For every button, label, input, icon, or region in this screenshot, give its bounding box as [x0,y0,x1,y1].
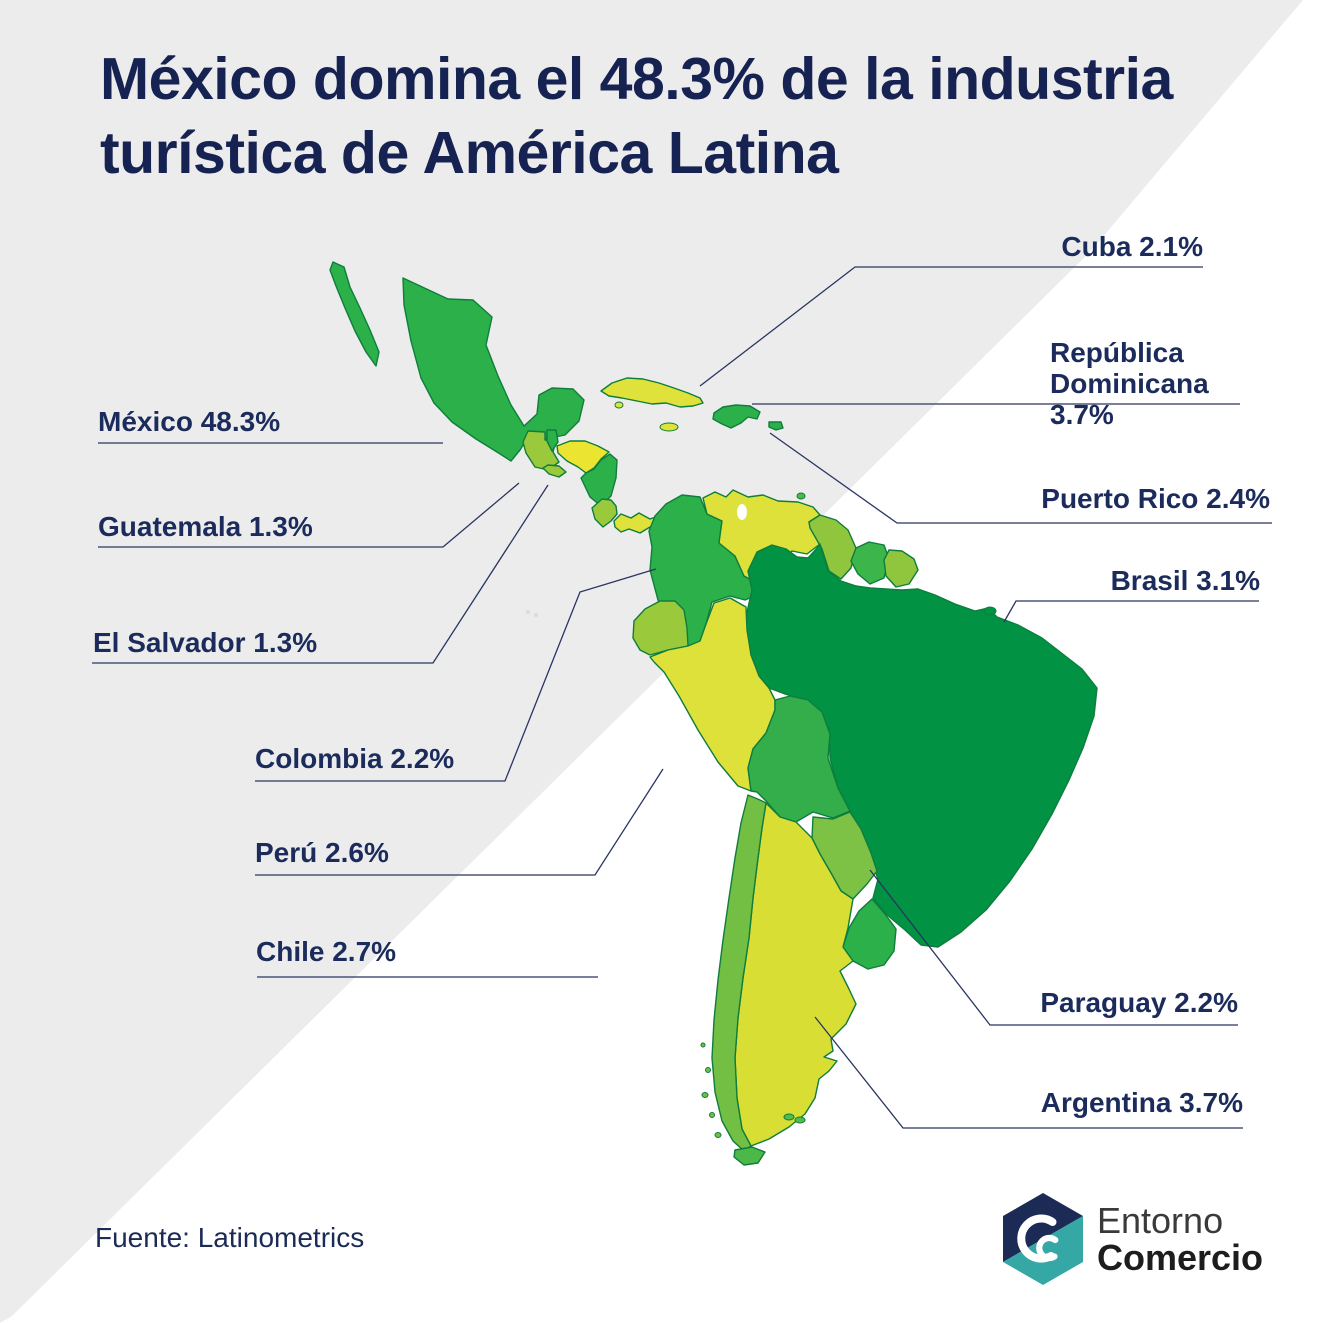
island-chile-islet-5 [714,1132,722,1138]
country-cuba [600,377,704,408]
leader-el-salvador-line [92,484,549,664]
country-ecuador [632,600,689,656]
island-chile-islet-1 [700,1042,706,1048]
leader-puerto-rico-line [769,432,1272,524]
island-isla-juventud [614,401,624,409]
country-uruguay [842,898,897,970]
island-galapagos-1 [526,610,530,614]
brand-name-bottom: Comercio [1097,1237,1264,1278]
leader-brasil-line [1003,600,1259,623]
leader-colombia-line [255,568,657,782]
leader-argentina-line [814,1016,1243,1129]
island-lake-maracaibo [737,504,747,520]
page-title: México domina el 48.3% de la industria t… [100,46,1173,186]
leader-cuba-line [699,266,1203,387]
label-argentina: Argentina 3.7% [1040,1087,1243,1118]
country-french-guiana [883,549,919,588]
island-galapagos-2 [534,613,538,617]
label-cuba: Cuba 2.1% [1061,231,1203,262]
label-brasil: Brasil 3.1% [1110,565,1260,596]
brand-logo: Entorno Comercio [1003,1192,1263,1286]
country-hispaniola [712,404,761,429]
island-amazon-delta-island [983,606,997,616]
country-puerto-rico [768,421,784,431]
country-el-salvador [542,464,567,478]
brand-name-top: Entorno [1097,1200,1224,1241]
leader-paraguay-line [869,869,1238,1026]
label-paraguay: Paraguay 2.2% [1040,987,1238,1018]
island-chile-islet-2 [705,1067,711,1073]
country-bolivia [747,695,851,823]
label-el-salvador: El Salvador 1.3% [93,627,318,658]
label-guatemala: Guatemala 1.3% [98,511,313,542]
country-costa-rica [591,498,618,528]
label-colombia: Colombia 2.2% [255,743,455,774]
island-chile-islet-4 [709,1112,715,1118]
island-trinidad [796,492,806,500]
country-guyana [808,514,857,580]
source-credit: Fuente: Latinometrics [95,1222,365,1253]
island-falkland-west [783,1113,795,1121]
country-nicaragua [580,453,618,507]
country-chile [711,794,767,1152]
label-peru: Perú 2.6% [255,837,389,868]
country-mexico [402,277,585,462]
leader-peru-line [255,768,664,876]
label-mexico: México 48.3% [98,406,281,437]
label-republica-dominicana: República Dominicana 3.7% [1050,337,1209,430]
island-chile-islet-3 [701,1092,709,1098]
leader-guatemala-line [98,482,520,548]
country-suriname [850,541,890,585]
label-chile: Chile 2.7% [256,936,397,967]
country-baja-california [329,261,380,367]
logo-hexagon-icon [1003,1193,1083,1285]
label-puerto-rico: Puerto Rico 2.4% [1041,483,1270,514]
country-tierra-del-fuego [733,1146,766,1166]
country-belize [546,429,559,452]
island-jamaica [659,422,679,432]
island-falkland-east [794,1116,806,1124]
